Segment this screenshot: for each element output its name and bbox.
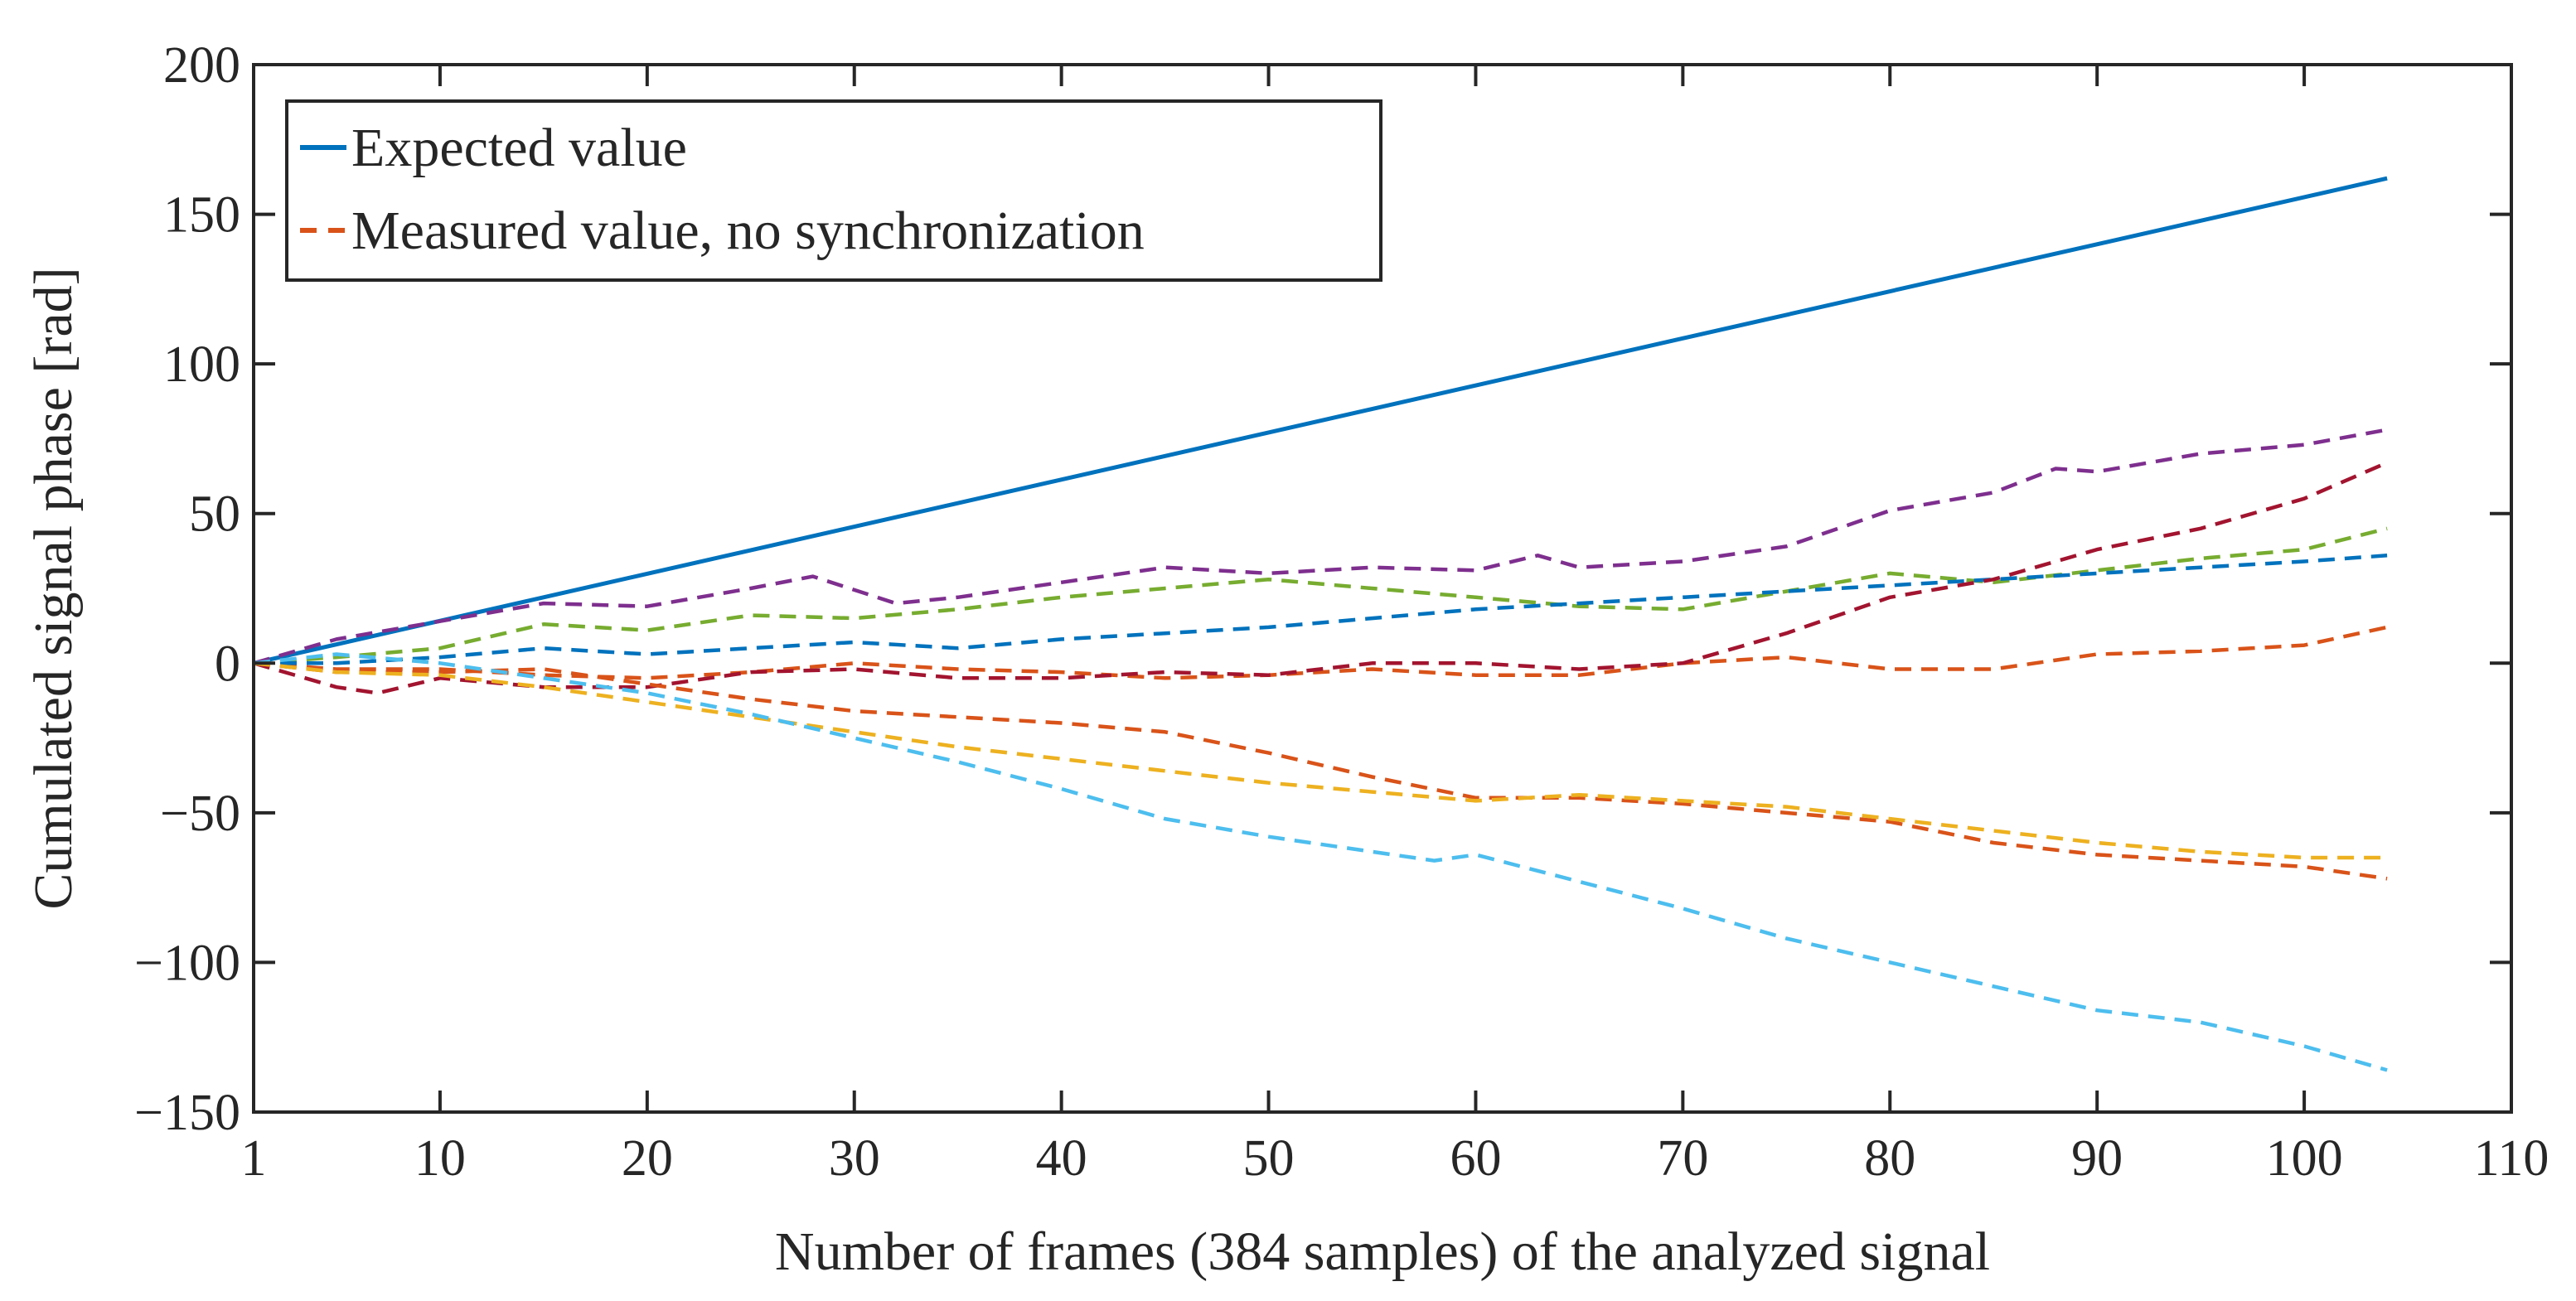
series-layer bbox=[254, 176, 2388, 1072]
y-tick-label: −150 bbox=[134, 1085, 240, 1141]
x-tick-label: 40 bbox=[1036, 1130, 1087, 1187]
y-tick-label: −100 bbox=[134, 935, 240, 991]
x-tick-label: 60 bbox=[1450, 1130, 1501, 1187]
x-tick-label: 80 bbox=[1864, 1130, 1915, 1187]
x-tick-label: 20 bbox=[622, 1130, 673, 1187]
x-tick-label: 50 bbox=[1243, 1130, 1295, 1187]
axes-box bbox=[252, 63, 2513, 1114]
axes-layer: 1 10 20 30 40 50 60 70 80 90 100 110−150−100−500501… bbox=[134, 37, 2549, 1187]
x-tick-label: 90 bbox=[2071, 1130, 2123, 1187]
x-axis-label: Number of frames (384 samples) of the an… bbox=[775, 1221, 1990, 1282]
legend-entry-measured: Measured value, no synchronization bbox=[351, 201, 1145, 261]
x-tick-label: 100 bbox=[2266, 1130, 2343, 1187]
y-tick-label: 50 bbox=[189, 486, 240, 543]
series-line-orange-run bbox=[254, 661, 2388, 881]
legend-box bbox=[285, 99, 1382, 282]
series-line-green-run bbox=[254, 526, 2388, 665]
x-tick-label: 70 bbox=[1657, 1130, 1708, 1187]
y-tick-label: 200 bbox=[163, 37, 240, 94]
series-line-expected-value bbox=[254, 176, 2388, 665]
x-tick-label: 10 bbox=[414, 1130, 466, 1187]
legend: Expected value Measured value, no synchr… bbox=[285, 99, 1382, 282]
y-tick-label: −50 bbox=[160, 786, 240, 842]
y-tick-label: 0 bbox=[215, 636, 240, 692]
series-line-blue-run bbox=[254, 554, 2388, 665]
y-tick-label: 150 bbox=[163, 187, 240, 244]
series-line-light-blue-run bbox=[254, 652, 2388, 1072]
x-tick-label: 30 bbox=[829, 1130, 880, 1187]
series-line-measured-value-no-synchronization bbox=[254, 625, 2388, 680]
legend-entry-expected: Expected value bbox=[351, 118, 687, 178]
x-tick-label: 110 bbox=[2474, 1130, 2549, 1187]
y-tick-label: 100 bbox=[163, 336, 240, 393]
series-line-purple-run bbox=[254, 428, 2388, 665]
x-tick-label: 1 bbox=[241, 1130, 267, 1187]
y-axis-label: Cumulated signal phase [rad] bbox=[23, 267, 84, 909]
series-line-dark-red-run bbox=[254, 461, 2388, 695]
series-line-yellow-run bbox=[254, 661, 2388, 860]
